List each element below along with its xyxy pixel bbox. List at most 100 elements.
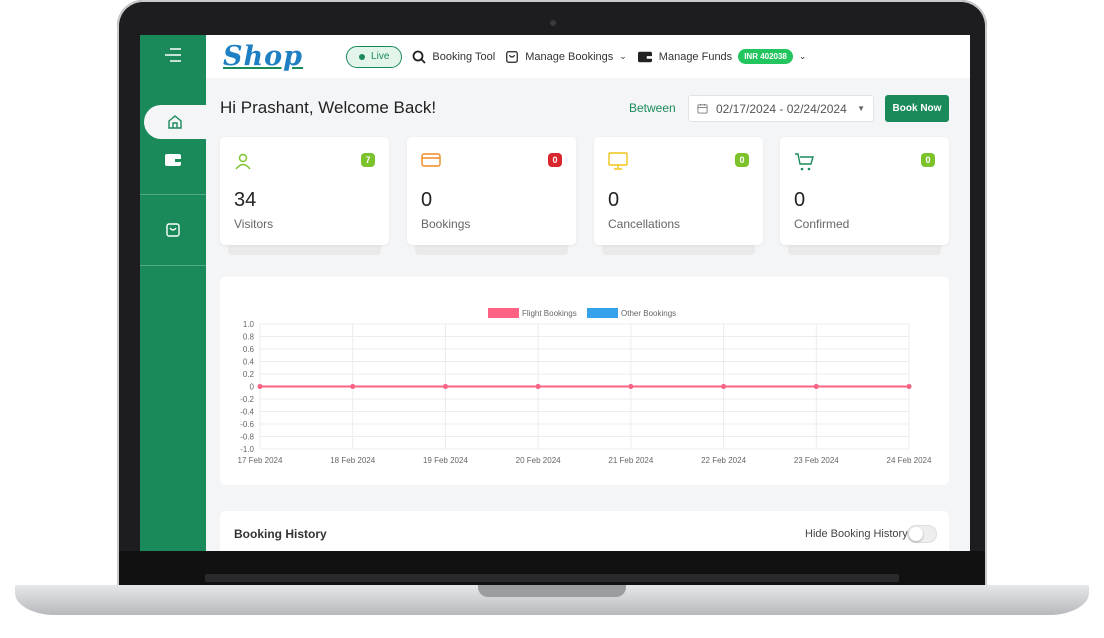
card-shadow <box>788 245 941 255</box>
stat-card-visitors[interactable]: 7 34 Visitors <box>220 137 389 245</box>
manage-funds-label: Manage Funds <box>658 50 733 63</box>
home-icon <box>168 115 182 129</box>
between-label: Between <box>629 101 676 115</box>
hide-history-label: Hide Booking History <box>805 528 908 540</box>
logo[interactable]: Shop <box>223 41 304 72</box>
y-tick-label: 0.8 <box>243 333 255 342</box>
stat-label: Visitors <box>234 217 274 231</box>
y-tick-label: -0.6 <box>240 420 254 429</box>
y-tick-label: 0 <box>250 383 255 392</box>
y-tick-label: -0.2 <box>240 395 254 404</box>
x-tick-label: 24 Feb 2024 <box>887 456 932 465</box>
laptop-notch <box>478 585 626 597</box>
x-tick-label: 22 Feb 2024 <box>701 456 746 465</box>
top-navbar: Shop Live Booking Tool Manage Bookings ⌄… <box>206 35 970 78</box>
hide-history-toggle[interactable] <box>907 525 937 543</box>
monitor-icon <box>608 152 628 170</box>
y-tick-label: -0.4 <box>240 408 254 417</box>
card-shadow <box>228 245 381 255</box>
x-tick-label: 20 Feb 2024 <box>516 456 561 465</box>
hinge <box>205 574 899 582</box>
bag-icon <box>166 223 180 237</box>
chevron-down-icon[interactable]: ⌄ <box>798 51 807 61</box>
data-point <box>813 384 819 389</box>
stat-card-bookings[interactable]: 0 0 Bookings <box>407 137 576 245</box>
y-tick-label: 1.0 <box>243 320 255 329</box>
date-range-picker[interactable]: 02/17/2024 - 02/24/2024 ▼ <box>688 95 874 122</box>
manage-bookings-label: Manage Bookings <box>525 50 614 63</box>
stat-card-confirmed[interactable]: 0 0 Confirmed <box>780 137 949 245</box>
nav-manage-funds[interactable]: Manage Funds INR 402038 ⌄ <box>637 49 807 64</box>
wallet-icon <box>637 51 652 62</box>
stat-badge: 0 <box>548 153 562 167</box>
nav-manage-bookings[interactable]: Manage Bookings ⌄ <box>505 50 627 64</box>
x-tick-label: 21 Feb 2024 <box>608 456 653 465</box>
stat-label: Bookings <box>421 217 471 231</box>
live-label: Live <box>371 51 390 62</box>
legend-label: Other Bookings <box>621 309 676 318</box>
legend-swatch <box>587 308 618 318</box>
bookings-chart-card: Flight Bookings Other Bookings 1.0 0.8 0.6 0.… <box>220 277 949 485</box>
nav-booking-tool[interactable]: Booking Tool <box>412 50 495 64</box>
data-point <box>628 384 634 389</box>
date-range-value: 02/17/2024 - 02/24/2024 <box>716 101 847 116</box>
booking-tool-label: Booking Tool <box>432 50 496 63</box>
bookings-line-chart: Flight Bookings Other Bookings 1.0 0.8 0.6 0.… <box>238 308 932 465</box>
x-tick-label: 18 Feb 2024 <box>330 456 375 465</box>
book-now-button[interactable]: Book Now <box>885 95 949 122</box>
data-point <box>257 384 263 389</box>
cart-icon <box>795 153 814 171</box>
live-dot-icon <box>359 53 366 60</box>
sidebar-item-home[interactable] <box>144 105 206 139</box>
stat-value: 34 <box>234 189 257 211</box>
caret-down-icon: ▼ <box>857 104 865 113</box>
x-tick-label: 17 Feb 2024 <box>238 456 283 465</box>
card-shadow <box>415 245 568 255</box>
card-icon <box>421 153 441 167</box>
stat-label: Cancellations <box>608 217 681 231</box>
card-shadow <box>602 245 755 255</box>
y-tick-label: 0.6 <box>243 345 255 354</box>
data-point <box>721 384 727 389</box>
booking-history-card: Booking History Hide Booking History <box>220 511 949 551</box>
stat-label: Confirmed <box>794 217 850 231</box>
y-tick-label: -0.8 <box>240 433 254 442</box>
legend-label: Flight Bookings <box>522 309 577 318</box>
chevron-down-icon: ⌄ <box>619 51 627 61</box>
sidebar <box>140 35 206 551</box>
data-point <box>442 384 448 389</box>
camera <box>550 20 556 26</box>
sidebar-divider <box>140 265 206 266</box>
x-tick-label: 23 Feb 2024 <box>794 456 839 465</box>
sidebar-item-wallet[interactable] <box>140 143 206 177</box>
sidebar-divider <box>140 194 206 195</box>
stat-value: 0 <box>421 189 433 211</box>
booking-history-title: Booking History <box>234 527 327 541</box>
y-tick-label: 0.4 <box>243 358 255 367</box>
bag-icon <box>506 50 519 63</box>
stat-badge: 0 <box>735 153 749 167</box>
menu-toggle-button[interactable] <box>140 38 206 72</box>
data-point <box>535 384 541 389</box>
sidebar-item-bookings[interactable] <box>140 213 206 247</box>
calendar-icon <box>697 103 708 114</box>
stat-value: 0 <box>794 189 806 211</box>
live-toggle[interactable]: Live <box>346 45 403 68</box>
stat-badge: 0 <box>921 153 935 167</box>
data-point <box>350 384 356 389</box>
y-tick-label: -1.0 <box>240 445 254 454</box>
funds-balance-badge: INR 402038 <box>738 49 793 64</box>
screen: Shop Live Booking Tool Manage Bookings ⌄… <box>140 35 970 551</box>
stat-badge: 7 <box>361 153 375 167</box>
page-title: Hi Prashant, Welcome Back! <box>220 98 437 117</box>
search-icon <box>412 50 427 64</box>
stat-card-cancellations[interactable]: 0 0 Cancellations <box>594 137 763 245</box>
user-icon <box>235 153 251 170</box>
x-tick-label: 19 Feb 2024 <box>423 456 468 465</box>
legend-swatch <box>488 308 519 318</box>
menu-icon <box>165 48 181 62</box>
y-tick-label: 0.2 <box>243 370 255 379</box>
data-point <box>906 384 912 389</box>
stat-value: 0 <box>608 189 620 211</box>
toggle-knob <box>909 527 923 541</box>
